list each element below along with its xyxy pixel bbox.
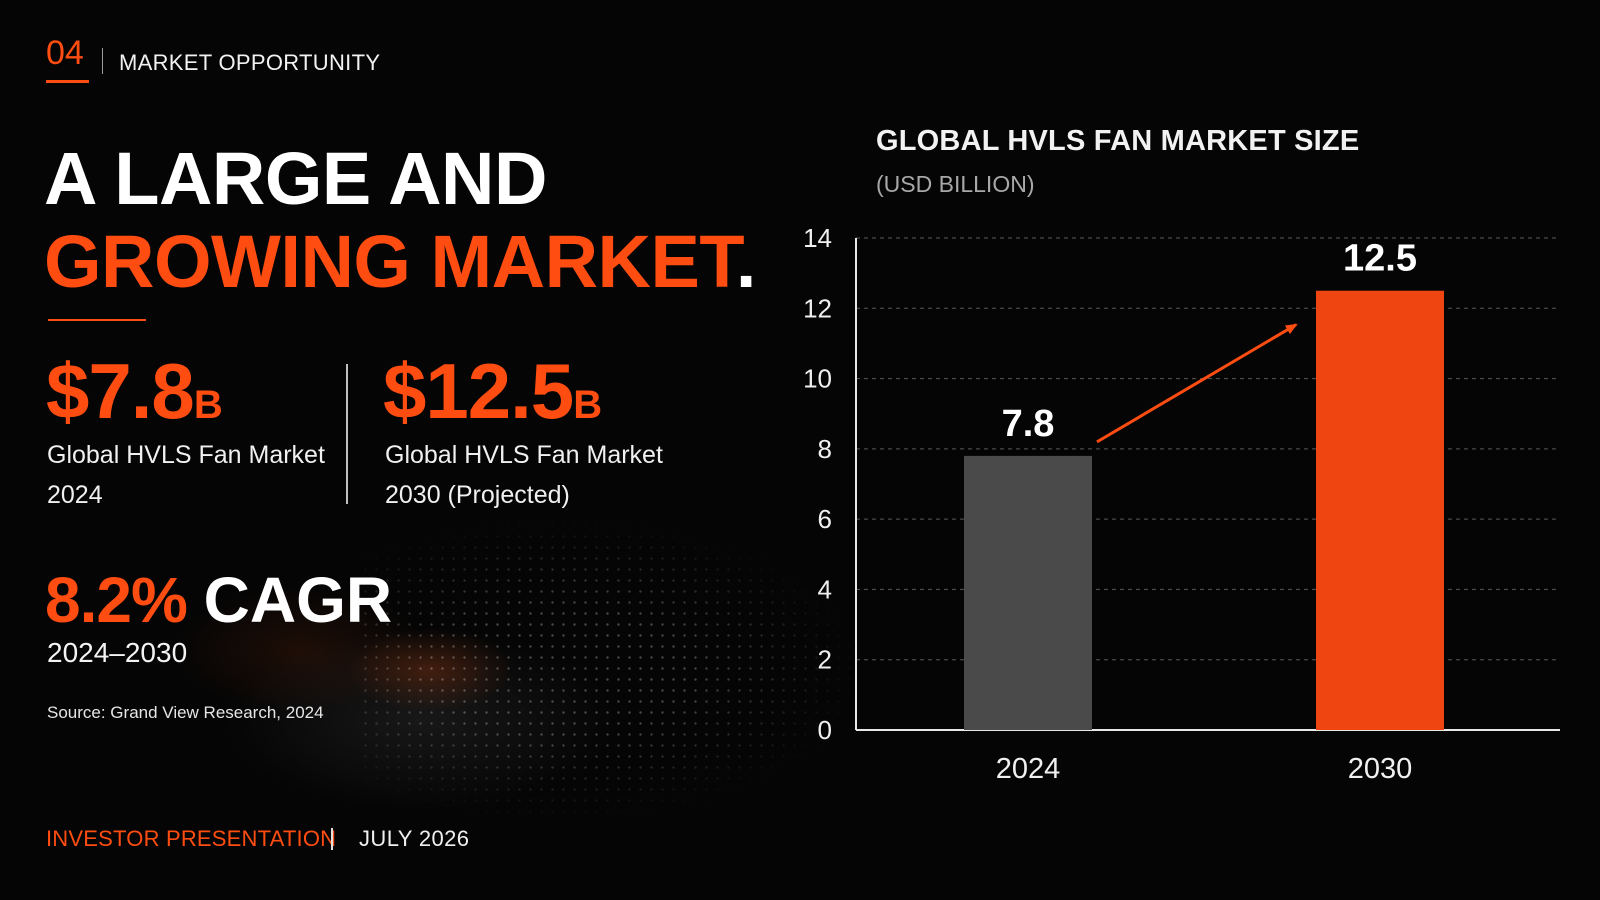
- section-label: MARKET OPPORTUNITY: [119, 50, 381, 75]
- headline-line-1: A LARGE AND: [44, 137, 547, 220]
- stat-2024-unit: B: [193, 383, 223, 427]
- x-tick-label-2024: 2024: [996, 753, 1061, 785]
- stat-2024-desc-line2: 2024: [47, 481, 103, 509]
- stat-divider: [346, 364, 348, 504]
- stat-2030-desc-line2: 2030 (Projected): [385, 481, 570, 509]
- footer-date: JULY 2026: [359, 826, 470, 851]
- stat-2030-number: $12.5: [383, 347, 574, 435]
- bar-chart: 0 2 4 6 8 10 12 14 7.8 2024 12.5 2030: [803, 223, 1560, 785]
- cagr-years: 2024–2030: [47, 637, 188, 668]
- data-label-2030: 12.5: [1343, 238, 1417, 280]
- cagr-stat: 8.2% CAGR: [45, 568, 392, 632]
- y-tick-label: 12: [803, 293, 832, 323]
- headline-line-2-text: GROWING MARKET: [44, 220, 736, 303]
- section-number: 04: [46, 34, 84, 72]
- y-tick-label: 4: [818, 574, 832, 604]
- x-tick-label-2030: 2030: [1348, 753, 1413, 785]
- chart-title: GLOBAL HVLS FAN MARKET SIZE: [876, 125, 1360, 157]
- cagr-percent: 8.2%: [45, 564, 188, 636]
- stat-2024-description: Global HVLS Fan Market 2024: [47, 435, 325, 515]
- headline-period: .: [735, 220, 757, 303]
- y-tick-label: 2: [818, 645, 832, 675]
- stat-2024-number: $7.8: [46, 347, 195, 435]
- y-tick-label: 14: [803, 223, 832, 253]
- stat-2030-unit: B: [573, 383, 603, 427]
- data-label-2024: 7.8: [1002, 403, 1055, 445]
- stat-2024-value: $7.8B: [46, 352, 223, 430]
- cagr-label: CAGR: [203, 564, 393, 636]
- stat-2030-description: Global HVLS Fan Market 2030 (Projected): [385, 435, 663, 515]
- growth-arrow: [1096, 323, 1298, 444]
- stat-2030-value: $12.5B: [383, 352, 602, 430]
- source-note: Source: Grand View Research, 2024: [47, 703, 324, 722]
- footer-separator: [331, 828, 333, 850]
- stat-2030-desc-line1: Global HVLS Fan Market: [385, 441, 663, 469]
- section-number-underline: [46, 80, 89, 83]
- bar-2024: [964, 455, 1092, 730]
- section-separator: [102, 48, 103, 74]
- headline-rule: [48, 319, 146, 321]
- footer-title: INVESTOR PRESENTATION: [46, 826, 337, 851]
- chart-subtitle: (USD BILLION): [876, 171, 1035, 197]
- y-tick-label: 0: [818, 715, 832, 745]
- y-tick-label: 8: [818, 434, 832, 464]
- y-tick-label: 10: [803, 364, 832, 394]
- bar-2030: [1316, 290, 1444, 730]
- headline-line-2: GROWING MARKET.: [44, 225, 756, 299]
- stat-2024-desc-line1: Global HVLS Fan Market: [47, 441, 325, 469]
- y-tick-label: 6: [818, 504, 832, 534]
